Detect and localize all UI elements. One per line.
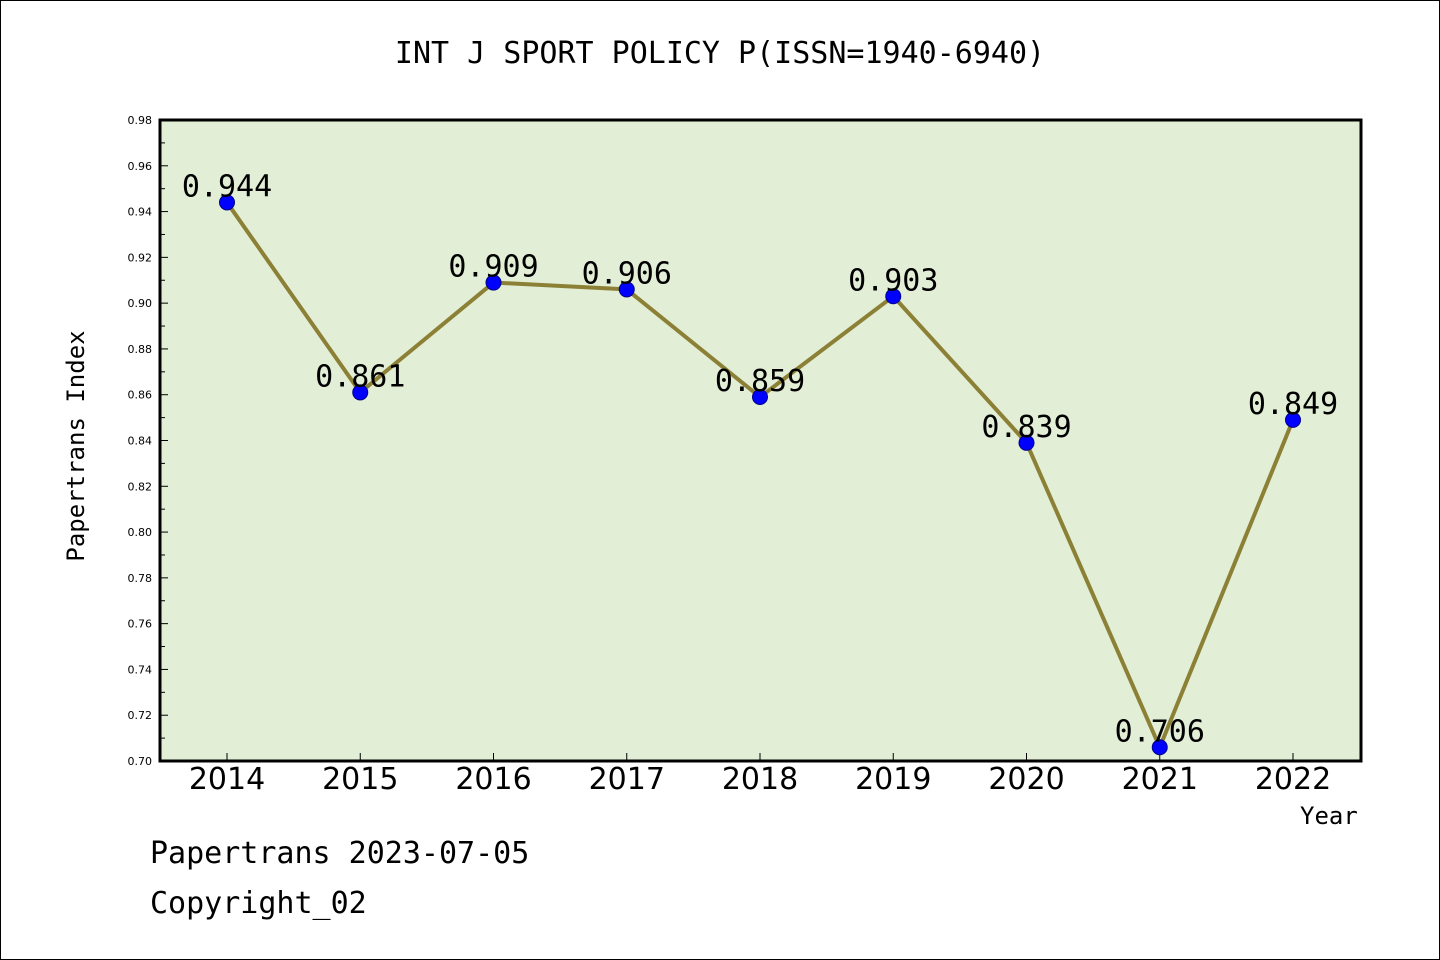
y-tick-label: 0.76 xyxy=(128,618,153,631)
data-label: 0.839 xyxy=(981,410,1071,445)
y-tick-label: 0.94 xyxy=(128,206,153,219)
data-label: 0.849 xyxy=(1248,387,1338,422)
y-tick-label: 0.82 xyxy=(128,480,153,493)
plot-border xyxy=(158,118,1363,763)
data-point xyxy=(352,384,369,401)
x-tick-label: 2018 xyxy=(722,762,798,797)
data-label: 0.861 xyxy=(315,359,405,394)
y-tick-label: 0.86 xyxy=(128,389,153,402)
y-tick-label: 0.98 xyxy=(128,114,153,127)
plot-area xyxy=(160,120,1361,761)
footer-copyright: Copyright_02 xyxy=(150,886,367,921)
y-tick-label: 0.70 xyxy=(128,755,153,768)
data-label: 0.909 xyxy=(448,250,538,285)
y-tick-label: 0.90 xyxy=(128,297,153,310)
data-point xyxy=(1018,434,1035,451)
x-axis: 2014 2015 2016 2017 2018 2019 2020 2021 2022 xyxy=(189,753,1331,797)
y-tick-label: 0.80 xyxy=(128,526,153,539)
data-point xyxy=(1151,739,1168,756)
y-tick-label: 0.96 xyxy=(128,160,153,173)
x-tick-label: 2014 xyxy=(189,762,265,797)
data-point xyxy=(1285,411,1301,428)
x-tick-label: 2022 xyxy=(1255,762,1331,797)
chart-title: INT J SPORT POLICY P(ISSN=1940-6940) xyxy=(394,36,1046,71)
x-tick-label: 2015 xyxy=(322,762,398,797)
y-tick-label: 0.84 xyxy=(128,435,153,448)
y-axis: 0.70 0.72 0.74 0.76 0.78 0.80 0.82 0.84 0.86 0.88… xyxy=(128,114,168,768)
x-tick-label: 2019 xyxy=(855,762,931,797)
x-axis-label: Year xyxy=(1300,802,1358,830)
data-label: 0.903 xyxy=(848,263,938,298)
x-tick-label: 2020 xyxy=(988,762,1064,797)
data-point xyxy=(219,194,235,211)
y-tick-label: 0.72 xyxy=(128,709,153,722)
data-label: 0.859 xyxy=(715,364,805,399)
data-point xyxy=(885,288,902,305)
y-tick-label: 0.92 xyxy=(128,251,153,264)
data-label: 0.906 xyxy=(582,256,672,291)
x-tick-label: 2021 xyxy=(1122,762,1198,797)
data-point xyxy=(485,274,502,291)
data-point xyxy=(618,281,635,298)
y-tick-label: 0.88 xyxy=(128,343,153,356)
x-tick-label: 2016 xyxy=(455,762,531,797)
y-tick-label: 0.78 xyxy=(128,572,153,585)
y-tick-label: 0.74 xyxy=(128,663,153,676)
footer-source-date: Papertrans 2023-07-05 xyxy=(150,836,530,871)
data-label: 0.706 xyxy=(1115,714,1205,749)
data-label: 0.944 xyxy=(182,169,272,204)
data-point xyxy=(752,389,768,406)
x-tick-label: 2017 xyxy=(589,762,665,797)
